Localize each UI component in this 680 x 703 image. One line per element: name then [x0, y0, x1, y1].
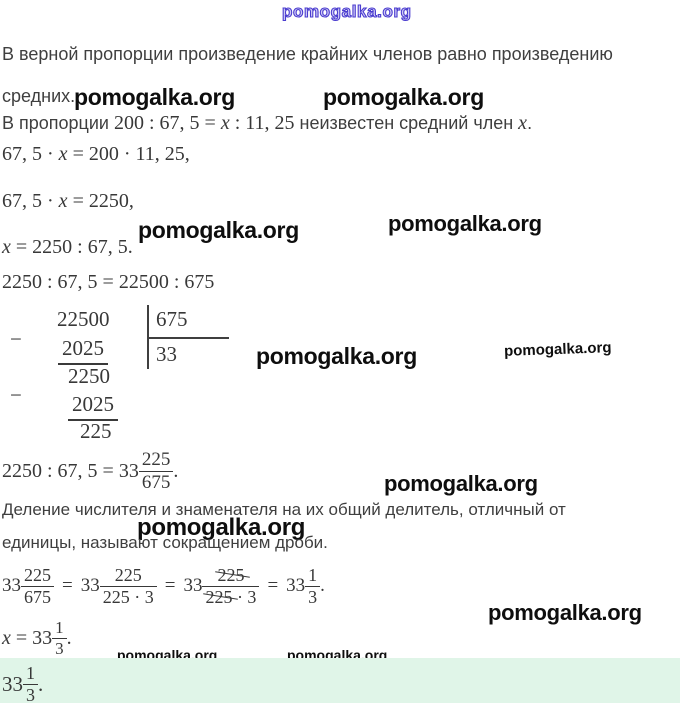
answer-value: 33 1 3 . — [2, 660, 43, 703]
equation-1: 67, 5 · x = 200 · 11, 25, — [2, 143, 190, 166]
reduction-t4-fraction: 1 3 — [305, 564, 321, 608]
watermark-bold-2: pomogalka.org — [323, 84, 484, 110]
watermark-bold-8: pomogalka.org — [488, 600, 642, 625]
watermark-bold-7: pomogalka.org — [137, 514, 306, 541]
mixed-result-line: 2250 : 67, 5 = 33 225 675 . — [2, 443, 178, 499]
denominator-rest: · 3 — [232, 586, 257, 607]
equation-2-post: = 2250, — [67, 190, 134, 212]
problem-period: . — [527, 113, 533, 133]
fraction-denominator: 3 — [305, 585, 321, 608]
problem-statement: В пропорции 200 : 67, 5 = x : 11, 25 неи… — [2, 112, 532, 135]
reduction-t3-fraction: 225 225 · 3 — [202, 564, 260, 607]
division-dividend: 22500 — [57, 307, 110, 331]
cancelled-numerator: 225 — [217, 564, 245, 585]
cancelled-denominator-factor: 225 — [205, 586, 233, 607]
division-remainder-1: 2250 — [68, 364, 110, 388]
fraction-denominator: 3 — [23, 683, 38, 703]
fraction-numerator: 225 — [24, 564, 51, 585]
division-horizontal-bar — [149, 337, 229, 339]
problem-math-pre: 200 : 67, 5 = — [113, 112, 221, 134]
final-whole: 33 — [32, 626, 53, 649]
watermark-bold-1: pomogalka.org — [74, 84, 235, 110]
fraction-denominator: 3 — [52, 637, 67, 659]
equation-1-var: x — [58, 143, 68, 165]
reduction-t1-fraction: 225 675 — [21, 565, 54, 607]
reduction-t2-fraction: 225 225 · 3 — [99, 564, 157, 608]
long-division-block: − 22500 675 2025 33 2250 − 2025 225 — [0, 303, 260, 443]
division-subtrahend-2: 2025 — [68, 392, 118, 421]
answer-period: . — [38, 671, 44, 696]
reduction-chain: 33 225 675 = 33 225 225 · 3 = 33 225 225… — [2, 556, 325, 616]
division-minus-1: − — [10, 327, 22, 351]
equals-sign: = — [267, 575, 279, 596]
answer-whole: 33 — [2, 671, 23, 696]
fraction-numerator: 1 — [26, 662, 35, 683]
answer-fraction: 1 3 — [23, 663, 38, 703]
reduction-period: . — [320, 575, 325, 596]
final-equation: x = 33 1 3 . — [2, 616, 72, 660]
fraction-numerator: 225 — [141, 448, 171, 470]
rule-line-1: Деление числителя и знаменателя на их об… — [2, 500, 566, 519]
equation-3-post: = 2250 : 67, 5. — [10, 236, 133, 258]
division-remainder-2: 225 — [80, 419, 112, 443]
equation-2-pre: 67, 5 · — [2, 190, 59, 212]
problem-var-x2: x — [518, 112, 528, 134]
final-var-x: x — [2, 626, 11, 649]
problem-var-x: x — [220, 112, 230, 134]
fraction-denominator: 225 · 3 — [99, 585, 157, 608]
intro-line-1: В верной пропорции произведение крайних … — [2, 44, 613, 64]
division-vertical-bar — [147, 305, 149, 369]
watermark-bold-6: pomogalka.org — [384, 471, 538, 496]
mixed-result-fraction: 225 675 — [138, 448, 174, 494]
answer-highlight: 33 1 3 . — [0, 658, 680, 703]
rule-line-2: единицы, называют сокращением дроби. — [2, 533, 328, 552]
fraction-numerator: 1 — [55, 617, 64, 637]
equation-3-var: x — [2, 236, 11, 258]
mixed-result-lead: 2250 : 67, 5 = 33 — [2, 459, 139, 482]
final-period: . — [66, 626, 72, 649]
division-divisor: 675 — [156, 307, 188, 331]
equation-2: 67, 5 · x = 2250, — [2, 190, 134, 213]
division-minus-2: − — [10, 383, 22, 407]
equation-1-pre: 67, 5 · — [2, 143, 59, 165]
final-equals: = — [10, 626, 33, 649]
watermark-bold-5: pomogalka.org — [256, 343, 417, 369]
reduction-t3-whole: 33 — [183, 575, 203, 596]
equation-1-post: = 200 · 11, 25, — [67, 143, 190, 165]
watermark-bold-3: pomogalka.org — [138, 217, 299, 243]
equation-3: x = 2250 : 67, 5. — [2, 236, 133, 259]
equation-2-var: x — [58, 190, 68, 212]
mixed-result-period: . — [173, 459, 179, 482]
reduction-t4-whole: 33 — [286, 575, 306, 596]
intro-line-2: средних. — [2, 86, 76, 106]
division-subtrahend-1: 2025 — [58, 336, 108, 365]
problem-math-post: : 11, 25 — [229, 112, 295, 134]
equation-4: 2250 : 67, 5 = 22500 : 675 — [2, 271, 215, 293]
division-quotient: 33 — [156, 342, 177, 366]
reduction-t2-whole: 33 — [80, 575, 100, 596]
final-fraction: 1 3 — [52, 618, 67, 658]
problem-suffix: неизвестен средний член — [294, 113, 519, 133]
fraction-denominator: 675 — [138, 470, 174, 494]
watermark-small-1: pomogalka.org — [503, 339, 612, 360]
watermark-bold-4: pomogalka.org — [388, 211, 542, 236]
fraction-numerator: 225 — [114, 564, 142, 585]
equals-sign: = — [164, 575, 176, 596]
reduction-t1-whole: 33 — [2, 575, 21, 596]
equals-sign: = — [62, 575, 73, 596]
problem-prefix: В пропорции — [2, 113, 114, 133]
watermark-top-outline: pomogalka.org — [281, 1, 412, 21]
fraction-denominator: 675 — [21, 585, 54, 608]
fraction-numerator: 1 — [308, 564, 318, 585]
